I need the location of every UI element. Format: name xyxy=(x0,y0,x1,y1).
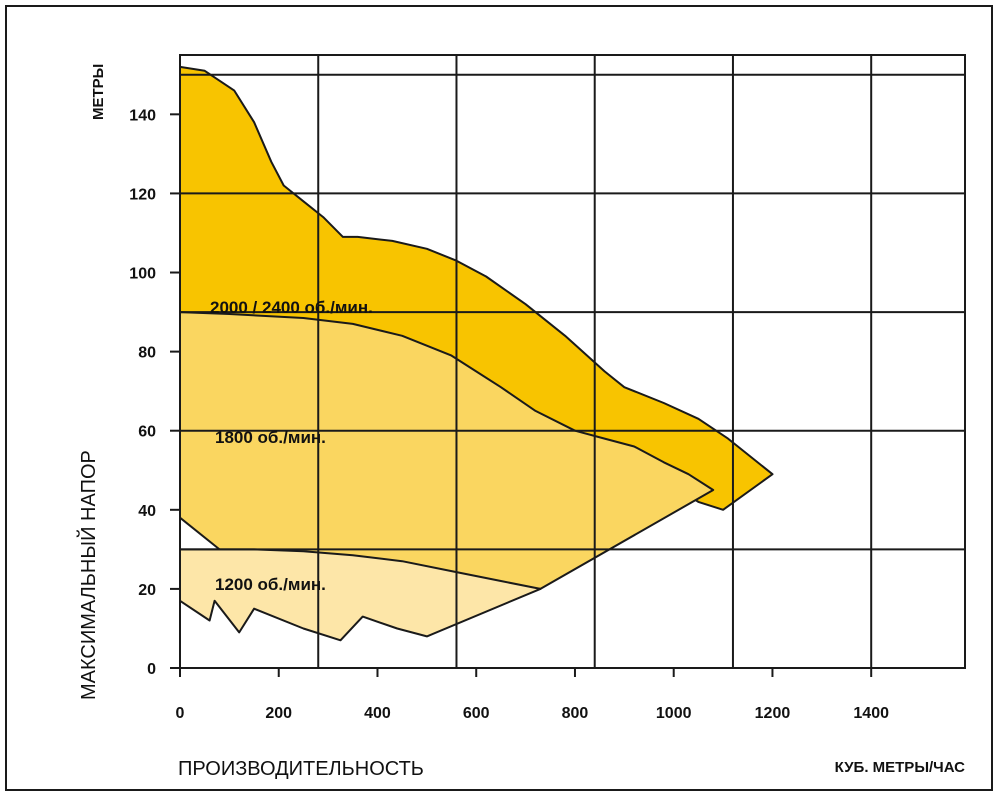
plot-border xyxy=(179,54,966,669)
y-tick-label: 140 xyxy=(129,107,156,124)
y-tick-label: 120 xyxy=(129,186,156,203)
performance-regions xyxy=(179,65,774,642)
axes xyxy=(170,113,873,677)
y-tick-label: 80 xyxy=(138,345,156,362)
region-1800-rpm xyxy=(179,311,715,590)
grid-lines xyxy=(179,54,966,669)
x-unit-label: КУБ. МЕТРЫ/ЧАС xyxy=(835,759,965,776)
region-label-1800: 1800 об./мин. xyxy=(215,428,326,447)
x-tick-label: 1200 xyxy=(755,705,791,722)
chart-frame xyxy=(5,5,993,791)
x-axis-title: ПРОИЗВОДИТЕЛЬНОСТЬ xyxy=(178,758,424,780)
y-unit-label: МЕТРЫ xyxy=(90,64,107,120)
y-tick-label: 20 xyxy=(138,582,156,599)
y-tick-label: 100 xyxy=(129,266,156,283)
x-tick-label: 1400 xyxy=(853,705,889,722)
y-tick-label: 0 xyxy=(147,661,156,678)
x-tick-label: 200 xyxy=(265,705,292,722)
region-1200-rpm xyxy=(179,548,542,642)
x-tick-labels: 0 200 400 600 800 1000 1200 1400 xyxy=(176,705,890,722)
y-tick-label: 60 xyxy=(138,424,156,441)
y-axis-title: МАКСИМАЛЬНЫЙ НАПОР xyxy=(76,450,100,700)
x-tick-label: 0 xyxy=(176,705,185,722)
x-tick-label: 1000 xyxy=(656,705,692,722)
region-label-2000-2400: 2000 / 2400 об./мин. xyxy=(210,298,373,317)
x-tick-label: 400 xyxy=(364,705,391,722)
y-tick-label: 40 xyxy=(138,503,156,520)
region-label-1200: 1200 об./мин. xyxy=(215,575,326,594)
y-tick-labels: 0 20 40 60 80 100 120 140 xyxy=(129,107,156,678)
x-tick-label: 800 xyxy=(562,705,589,722)
x-tick-label: 600 xyxy=(463,705,490,722)
